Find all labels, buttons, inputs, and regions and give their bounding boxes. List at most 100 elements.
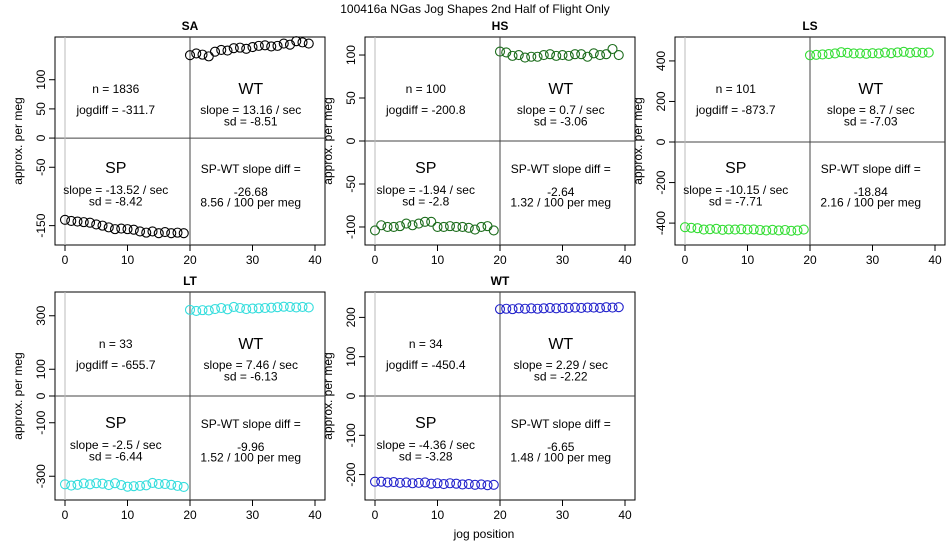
x-tick-label: 40 [308, 508, 322, 522]
slope-diff-value: -6.65 [547, 440, 575, 454]
point-sp [679, 222, 691, 233]
point-wt [203, 51, 214, 62]
point-wt [303, 302, 314, 313]
wt-slope-label: slope = 2.29 / sec [514, 358, 608, 372]
point-wt [507, 50, 518, 61]
wt-heading: WT [238, 336, 263, 353]
point-wt [297, 37, 308, 48]
slope-diff-value: -18.84 [854, 185, 888, 199]
point-sp [153, 478, 164, 490]
point-wt [557, 49, 568, 61]
panel-title: SA [182, 19, 199, 33]
point-sp [401, 218, 412, 229]
sp-slope-label: slope = -1.94 / sec [377, 183, 475, 197]
sp-heading: SP [415, 415, 436, 432]
wt-sd-label: sd = -3.06 [534, 114, 588, 128]
point-wt [544, 49, 556, 60]
slope-diff-rate: 8.56 / 100 per meg [200, 196, 301, 210]
point-sp [457, 479, 468, 490]
slope-diff-title: SP-WT slope diff = [511, 417, 611, 431]
point-sp [717, 224, 728, 235]
y-tick-label: -100 [34, 410, 48, 434]
point-wt [898, 46, 909, 57]
x-tick-label: 0 [62, 508, 69, 522]
point-sp [792, 225, 803, 236]
wt-heading: WT [858, 81, 883, 98]
point-sp [147, 477, 158, 488]
point-sp [761, 225, 772, 236]
point-wt [501, 47, 512, 58]
point-wt [854, 48, 866, 59]
point-wt [278, 301, 289, 312]
y-tick-label: 100 [344, 346, 358, 366]
point-sp [742, 224, 753, 235]
point-sp [122, 224, 133, 235]
panel-ls: LS 0 10 20 30 40 -400 -200 0 200 400 approx. per me… [631, 19, 946, 267]
point-wt [563, 50, 574, 61]
point-wt [588, 302, 599, 313]
panel-title: LT [183, 274, 197, 288]
y-axis-label: approx. per meg [11, 352, 25, 439]
point-sp [103, 480, 114, 491]
point-sp [172, 227, 183, 238]
point-sp [388, 221, 399, 233]
point-sp [116, 480, 127, 491]
point-wt [811, 49, 822, 60]
y-axis-label: approx. per meg [631, 97, 645, 184]
y-tick-label: 200 [344, 307, 358, 327]
point-sp [773, 225, 784, 236]
point-wt [297, 301, 308, 312]
point-sp [426, 478, 437, 489]
point-sp [78, 478, 89, 489]
slope-diff-rate: 1.48 / 100 per meg [510, 451, 611, 465]
point-wt [253, 303, 264, 314]
figure-xlabel: jog position [453, 527, 515, 541]
point-sp [432, 221, 443, 233]
point-sp [698, 224, 709, 235]
x-tick-label: 0 [62, 253, 69, 267]
point-sp [109, 224, 121, 235]
point-wt [216, 302, 227, 314]
point-sp [97, 220, 108, 231]
y-tick-label: 50 [344, 91, 358, 105]
point-wt [184, 304, 196, 315]
point-sp [413, 477, 424, 488]
jogdiff-label: jogdiff = -200.8 [385, 103, 466, 117]
point-sp [147, 226, 158, 237]
y-axis-label: approx. per meg [11, 97, 25, 184]
sp-sd-label: sd = -7.71 [709, 194, 763, 208]
point-sp [413, 218, 424, 229]
sp-sd-label: sd = -6.44 [89, 449, 143, 463]
point-sp [469, 224, 481, 235]
point-sp [369, 476, 381, 487]
point-sp [407, 220, 418, 231]
point-sp [59, 479, 71, 490]
point-sp [66, 215, 77, 227]
x-tick-label: 30 [246, 253, 260, 267]
point-sp [376, 476, 387, 487]
point-sp [153, 228, 164, 239]
point-wt [829, 48, 841, 59]
x-tick-label: 10 [121, 253, 135, 267]
panel-lt: LT 0 10 20 30 40 -300 -100 0 100 300 approx. per me… [11, 274, 326, 522]
point-wt [538, 49, 549, 61]
x-tick-label: 20 [803, 253, 817, 267]
wt-sd-label: sd = -7.03 [844, 114, 898, 128]
slope-diff-value: -2.64 [547, 185, 575, 199]
x-tick-label: 10 [431, 253, 445, 267]
point-wt [222, 304, 233, 315]
sp-heading: SP [725, 160, 746, 177]
y-tick-label: -400 [654, 211, 668, 235]
point-wt [576, 302, 587, 314]
point-wt [861, 48, 872, 59]
sp-slope-label: slope = -13.52 / sec [63, 183, 168, 197]
point-sp [72, 479, 83, 490]
jogdiff-label: jogdiff = -450.4 [385, 358, 466, 372]
point-wt [209, 46, 221, 57]
slope-diff-value: -26.68 [234, 185, 268, 199]
point-wt [222, 45, 233, 56]
point-wt [197, 305, 208, 316]
point-sp [91, 478, 102, 489]
point-sp [469, 479, 481, 490]
